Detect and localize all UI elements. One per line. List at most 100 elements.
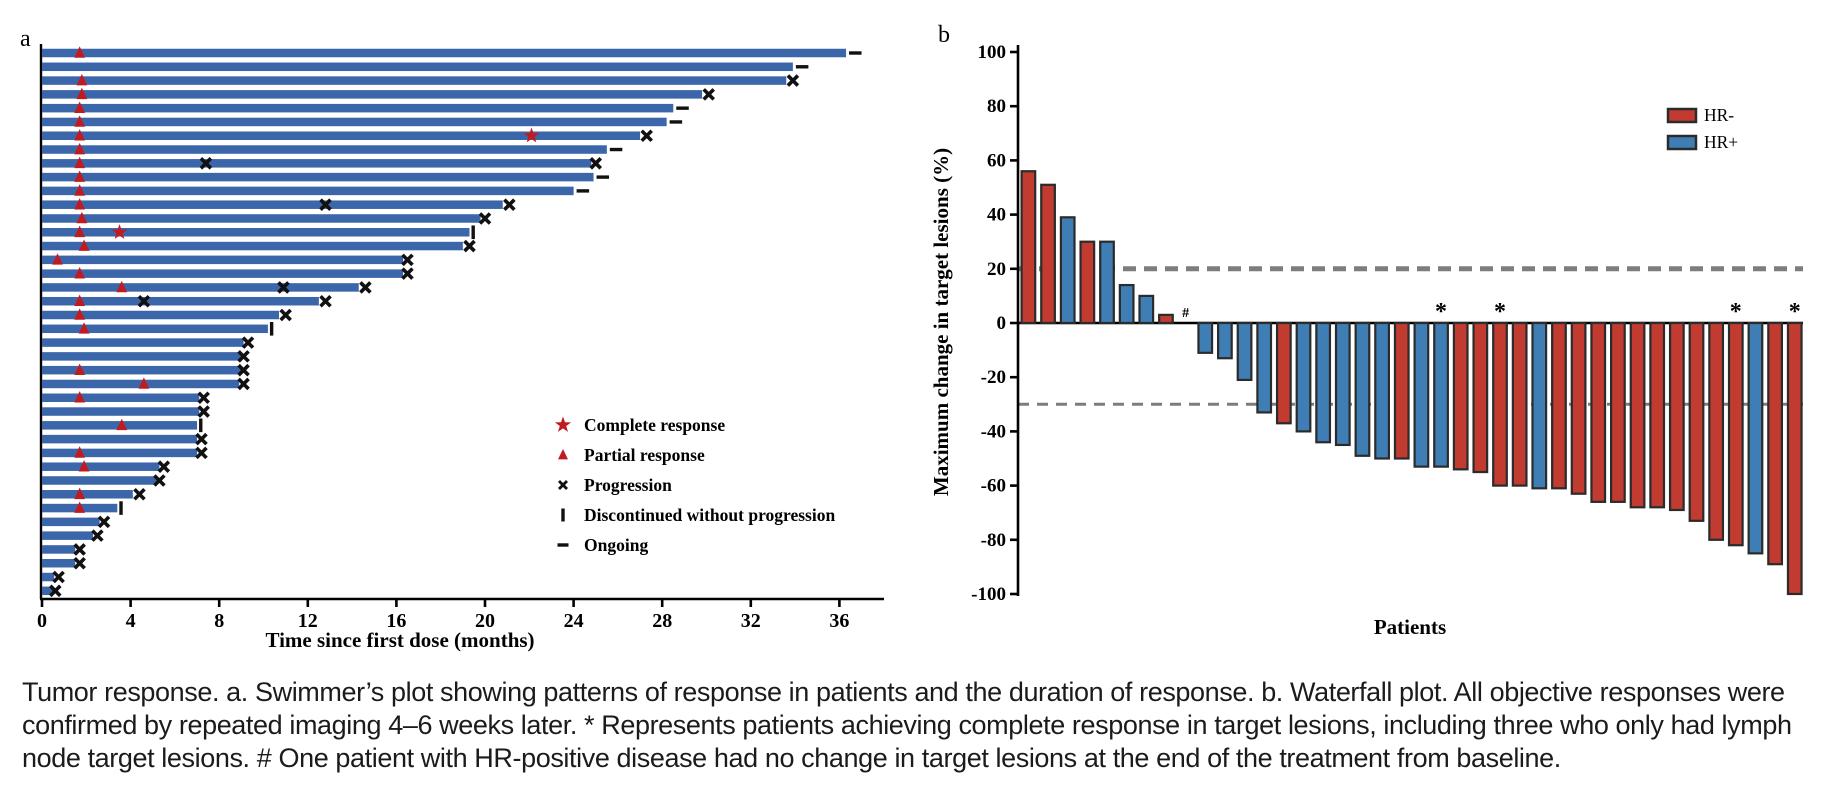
waterfall-bar xyxy=(1374,321,1391,460)
swimmer-bar xyxy=(42,131,641,140)
swimmer-bar xyxy=(42,145,607,154)
waterfall-bar xyxy=(1334,321,1351,447)
x-tick-label: 32 xyxy=(741,610,761,632)
asterisk-mark: * xyxy=(1494,299,1506,325)
progression-marker xyxy=(73,556,86,570)
swimmer-bar xyxy=(42,393,200,402)
swimmer-bar xyxy=(42,324,268,334)
progression-marker xyxy=(401,253,414,267)
progression-marker xyxy=(195,432,208,446)
progression-marker xyxy=(786,74,800,87)
y-tick-label: -60 xyxy=(981,476,1006,497)
y-tick-label: 100 xyxy=(978,42,1007,63)
complete-response-marker xyxy=(523,127,540,143)
waterfall-bar xyxy=(1629,321,1646,509)
swimmer-bar xyxy=(42,338,244,347)
waterfall-bar xyxy=(1158,313,1174,325)
progression-marker xyxy=(197,391,210,405)
partial-response-marker xyxy=(74,115,86,127)
ongoing-marker xyxy=(609,147,623,152)
swimmer-bar xyxy=(42,310,280,320)
progression-marker xyxy=(91,529,104,542)
swimmer-bar xyxy=(42,283,359,292)
waterfall-bar xyxy=(1354,321,1371,457)
ongoing-icon xyxy=(557,543,569,547)
progression-marker xyxy=(237,350,250,363)
progression-marker xyxy=(73,543,86,556)
progression-marker xyxy=(153,474,166,487)
x-tick-label: 0 xyxy=(37,610,47,632)
swimmer-bar xyxy=(42,586,54,596)
waterfall-bar xyxy=(1747,321,1764,555)
waterfall-bar xyxy=(1668,321,1685,512)
partial-response-marker xyxy=(74,129,86,141)
asterisk-mark: * xyxy=(1435,299,1447,325)
ongoing-marker xyxy=(576,189,590,193)
hash-mark: # xyxy=(1182,306,1189,321)
progression-marker xyxy=(589,157,603,170)
discontinued-marker xyxy=(199,418,203,433)
waterfall-bar xyxy=(1216,321,1233,360)
discontinued-marker xyxy=(119,501,123,515)
waterfall-bar xyxy=(1118,283,1135,325)
partial-response-marker xyxy=(76,211,88,224)
partial-response-icon xyxy=(558,449,568,460)
partial-response-marker xyxy=(74,267,86,279)
progression-marker xyxy=(237,363,250,377)
x-tick-label: 36 xyxy=(829,610,849,632)
progression-marker xyxy=(137,294,151,308)
swimmer-bar xyxy=(42,407,200,416)
waterfall-bar xyxy=(1236,321,1253,382)
partial-response-marker xyxy=(116,280,128,293)
caption-line: Tumor response. a. Swimmer’s plot showin… xyxy=(22,677,1785,707)
partial-response-marker xyxy=(78,322,90,334)
legend-item: Complete response xyxy=(554,415,725,435)
waterfall-bar xyxy=(1393,321,1410,460)
waterfall-bar xyxy=(1727,321,1744,547)
x-tick-label: 16 xyxy=(386,610,406,632)
swimmer-bar xyxy=(42,241,463,251)
partial-response-marker xyxy=(74,501,86,513)
swimmer-bar xyxy=(42,490,133,499)
swimmer-plot: 0 4 8 12 16 20 24 28 32 36 Complete response Partia… xyxy=(37,44,884,632)
y-tick-label: 20 xyxy=(987,259,1006,280)
x-tick-label: 12 xyxy=(298,610,318,632)
waterfall-bar xyxy=(1079,240,1096,325)
swimmer-bar xyxy=(42,159,592,168)
swimmer-bar xyxy=(42,76,787,85)
progression-marker xyxy=(640,129,653,143)
waterfall-bar xyxy=(1295,321,1312,433)
discontinued-marker xyxy=(269,322,274,336)
swimmer-bar xyxy=(42,172,594,182)
waterfall-bar xyxy=(1531,321,1548,490)
swimmer-bar xyxy=(42,62,793,72)
legend-item: HR+ xyxy=(1666,132,1738,152)
partial-response-marker xyxy=(74,156,86,169)
ongoing-marker xyxy=(795,65,809,69)
swimmer-bar xyxy=(42,117,667,127)
waterfall-plot: 100 80 60 40 20 0 -20 -40 -60 -80 -100 # * * * * HR- HR+ xyxy=(971,42,1803,605)
legend-item-label: Partial response xyxy=(584,445,705,465)
progression-marker xyxy=(199,157,213,170)
swimmer-bar xyxy=(42,214,481,223)
legend-item-label: Ongoing xyxy=(584,535,648,555)
waterfall-xaxis-title: Patients xyxy=(1374,615,1446,639)
swimmer-bar xyxy=(42,517,100,527)
y-tick-label: -100 xyxy=(971,584,1006,605)
waterfall-bar xyxy=(1688,321,1705,522)
asterisk-mark: * xyxy=(1789,299,1801,325)
swimmer-bar xyxy=(42,365,242,375)
progression-marker xyxy=(52,570,65,584)
x-tick-label: 8 xyxy=(214,610,224,632)
swimmer-bar xyxy=(42,462,160,471)
x-tick-label: 4 xyxy=(126,610,136,632)
partial-response-marker xyxy=(74,446,86,458)
progression-marker xyxy=(279,308,292,322)
progression-marker xyxy=(359,281,372,294)
progression-marker xyxy=(49,584,62,598)
swimmer-bar xyxy=(42,572,55,582)
legend-swatch xyxy=(1666,107,1698,124)
waterfall-bar xyxy=(1275,321,1292,425)
legend-item-label: HR+ xyxy=(1704,132,1738,152)
y-tick-label: 40 xyxy=(987,205,1006,226)
